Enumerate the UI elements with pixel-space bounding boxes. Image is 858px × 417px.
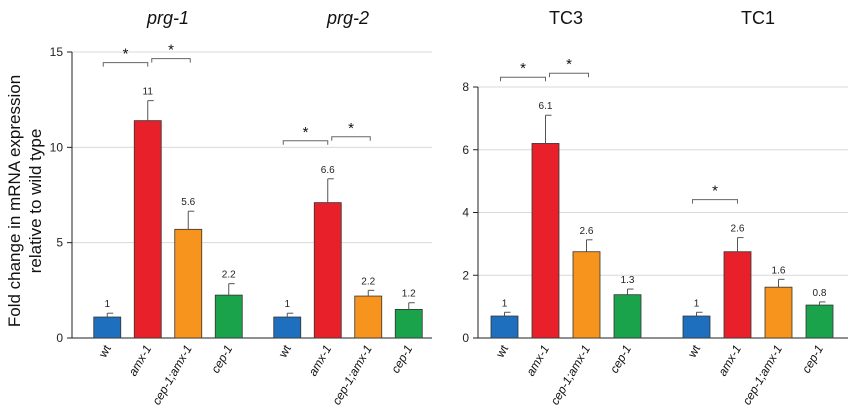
significance-bracket: [500, 76, 546, 82]
data-label: 6.6: [321, 165, 335, 176]
significance-star: *: [123, 46, 129, 63]
bar-cep-1-amx-1: [764, 286, 793, 339]
data-label: 1.3: [621, 275, 635, 286]
data-label: 6.1: [539, 101, 553, 112]
group-title: TC3: [549, 8, 583, 28]
category-label: cep-1: [799, 343, 826, 376]
data-label: 11: [143, 87, 154, 98]
category-label: amx-1: [126, 343, 155, 379]
data-label: 2.6: [731, 224, 745, 235]
significance-star: *: [712, 183, 718, 200]
data-label: 5.6: [181, 197, 195, 208]
data-label: 1: [502, 298, 508, 309]
data-label: 1.2: [402, 289, 416, 300]
y-axis-label-line-1: Fold change in mRNA expression: [5, 75, 24, 327]
bar-amx-1: [133, 120, 162, 339]
y-tick-label: 15: [50, 45, 64, 59]
category-label: cep-1: [388, 343, 415, 376]
category-label: wt: [492, 342, 511, 361]
data-label: 1: [694, 298, 700, 309]
y-tick-label: 5: [56, 236, 63, 250]
bar-wt: [273, 316, 302, 339]
significance-star: *: [348, 120, 354, 137]
category-label: cep-1: [607, 343, 634, 376]
significance-star: *: [520, 60, 526, 77]
bar-wt: [490, 315, 519, 339]
bar-amx-1: [313, 202, 342, 339]
data-label: 2.2: [361, 276, 375, 287]
y-tick-label: 2: [462, 268, 469, 282]
bar-cep-1: [613, 294, 642, 339]
bar-amx-1: [723, 251, 752, 339]
category-label: wt: [275, 342, 294, 361]
y-tick-label: 0: [56, 331, 63, 345]
bar-amx-1: [531, 143, 560, 339]
category-label: wt: [684, 342, 703, 361]
category-label: cep-1;amx-1: [149, 343, 194, 408]
significance-star: *: [303, 124, 309, 141]
y-tick-label: 0: [462, 331, 469, 345]
data-label: 2.2: [222, 270, 236, 281]
category-label: cep-1: [208, 343, 235, 376]
significance-star: *: [566, 56, 572, 73]
y-tick-label: 6: [462, 143, 469, 157]
y-tick-label: 8: [462, 80, 469, 94]
data-label: 0.8: [813, 288, 827, 299]
bar-cep-1-amx-1: [174, 228, 203, 339]
significance-bracket: [331, 136, 371, 141]
significance-bracket: [692, 199, 738, 204]
category-label: cep-1;amx-1: [548, 343, 593, 408]
category-label: amx-1: [523, 343, 552, 379]
significance-star: *: [168, 42, 174, 59]
data-label: 1.6: [772, 265, 786, 276]
group-title: TC1: [741, 8, 775, 28]
y-tick-label: 10: [50, 140, 64, 154]
category-label: amx-1: [306, 343, 335, 379]
y-tick-label: 4: [462, 206, 469, 220]
category-label: cep-1;amx-1: [329, 343, 374, 408]
data-label: 1: [104, 299, 110, 310]
group-title: prg-2: [326, 8, 369, 28]
significance-bracket: [102, 62, 149, 67]
bar-cep-1-amx-1: [354, 295, 383, 339]
significance-bracket: [151, 58, 191, 63]
data-label: 2.6: [580, 226, 594, 237]
bar-cep-1: [394, 308, 423, 339]
bar-cep-1: [805, 304, 834, 339]
group-title: prg-1: [146, 8, 189, 28]
bar-wt: [682, 315, 711, 339]
category-label: amx-1: [715, 343, 744, 379]
y-axis-label-line-2: relative to wild type: [26, 129, 45, 274]
data-label: 1: [284, 299, 290, 310]
significance-bracket: [282, 140, 329, 145]
bar-cep-1: [214, 294, 243, 339]
bar-wt: [93, 316, 122, 339]
category-label: wt: [95, 342, 114, 361]
category-label: cep-1;amx-1: [740, 343, 785, 408]
significance-bracket: [549, 72, 589, 78]
bar-cep-1-amx-1: [572, 251, 601, 339]
